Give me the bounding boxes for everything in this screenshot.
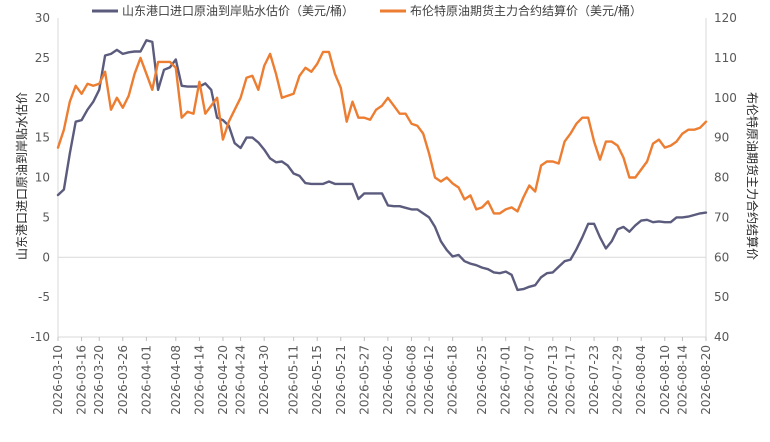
- y-left-tick-label: 5: [42, 210, 50, 224]
- x-tick-label: 2026-04-24: [234, 345, 248, 415]
- y-left-tick-label: 30: [35, 11, 50, 25]
- x-tick-label: 2026-04-01: [139, 345, 153, 415]
- x-tick-label: 2026-05-27: [357, 345, 371, 415]
- x-tick-label: 2026-06-12: [422, 345, 436, 415]
- series-line-2: [56, 50, 708, 215]
- x-tick-label: 2026-07-13: [546, 345, 560, 415]
- x-tick-label: 2026-08-20: [699, 345, 713, 415]
- y-right-tick-label: 100: [714, 91, 737, 105]
- y-left-tick-label: 25: [35, 51, 50, 65]
- x-tick-label: 2026-04-14: [192, 345, 206, 415]
- y-right-tick-label: 90: [714, 131, 729, 145]
- x-tick-label: 2026-04-08: [169, 345, 183, 415]
- y-left-tick-label: -10: [30, 330, 50, 344]
- x-tick-label: 2026-06-25: [475, 345, 489, 415]
- x-tick-label: 2026-05-11: [287, 345, 301, 415]
- x-tick-label: 2026-03-26: [116, 345, 130, 415]
- x-tick-label: 2026-03-16: [75, 345, 89, 415]
- grid-layer: [57, 18, 707, 338]
- legend: 山东港口进口原油到岸贴水估价（美元/桶） 布伦特原油期货主力合约结算价（美元/桶…: [92, 3, 642, 18]
- x-axis-ticks: 2026-03-10 2026-03-16 2026-03-20 2026-03-26…: [51, 337, 713, 415]
- x-tick-label: 2026-08-04: [634, 345, 648, 415]
- y-left-tick-label: 15: [35, 131, 50, 145]
- y-right-tick-label: 40: [714, 330, 729, 344]
- x-tick-label: 2026-08-10: [658, 345, 672, 415]
- x-tick-label: 2026-07-29: [611, 345, 625, 415]
- y-left-tick-label: -5: [38, 290, 50, 304]
- x-tick-label: 2026-06-02: [381, 345, 395, 415]
- x-tick-label: 2026-08-14: [675, 345, 689, 415]
- y-left-tick-label: 0: [42, 250, 50, 264]
- x-tick-label: 2026-06-08: [404, 345, 418, 415]
- x-tick-label: 2026-07-07: [522, 345, 536, 415]
- y-axis-right-title: 布伦特原油期货主力合约结算价: [745, 92, 760, 260]
- x-tick-label: 2026-07-01: [499, 345, 513, 415]
- y-left-tick-label: 10: [35, 171, 50, 185]
- y-axis-left-ticks: 30 25 20 15 10 5 0 -5 -10: [30, 11, 50, 344]
- x-tick-label: 2026-04-30: [257, 345, 271, 415]
- legend-label-series-1: 山东港口进口原油到岸贴水估价（美元/桶）: [122, 3, 354, 18]
- y-right-tick-label: 70: [714, 210, 729, 224]
- x-tick-label: 2026-05-15: [310, 345, 324, 415]
- y-left-tick-label: 20: [35, 91, 50, 105]
- y-right-tick-label: 60: [714, 250, 729, 264]
- series-layer: [56, 39, 708, 292]
- y-right-tick-label: 110: [714, 51, 737, 65]
- y-right-tick-label: 80: [714, 171, 729, 185]
- series-line-1: [56, 39, 708, 292]
- legend-label-series-2: 布伦特原油期货主力合约结算价（美元/桶）: [410, 3, 642, 18]
- y-right-tick-label: 50: [714, 290, 729, 304]
- y-right-tick-label: 120: [714, 11, 737, 25]
- x-tick-label: 2026-03-10: [51, 345, 65, 415]
- x-tick-label: 2026-06-18: [446, 345, 460, 415]
- x-tick-label: 2026-04-20: [216, 345, 230, 415]
- x-tick-label: 2026-03-20: [92, 345, 106, 415]
- x-tick-label: 2026-05-21: [334, 345, 348, 415]
- x-tick-label: 2026-07-23: [587, 345, 601, 415]
- y-axis-right-ticks: 120 110 100 90 80 70 60 50 40: [714, 11, 737, 344]
- y-axis-left-title: 山东港口进口原油到岸贴水估价: [15, 92, 29, 260]
- x-tick-label: 2026-07-17: [564, 345, 578, 415]
